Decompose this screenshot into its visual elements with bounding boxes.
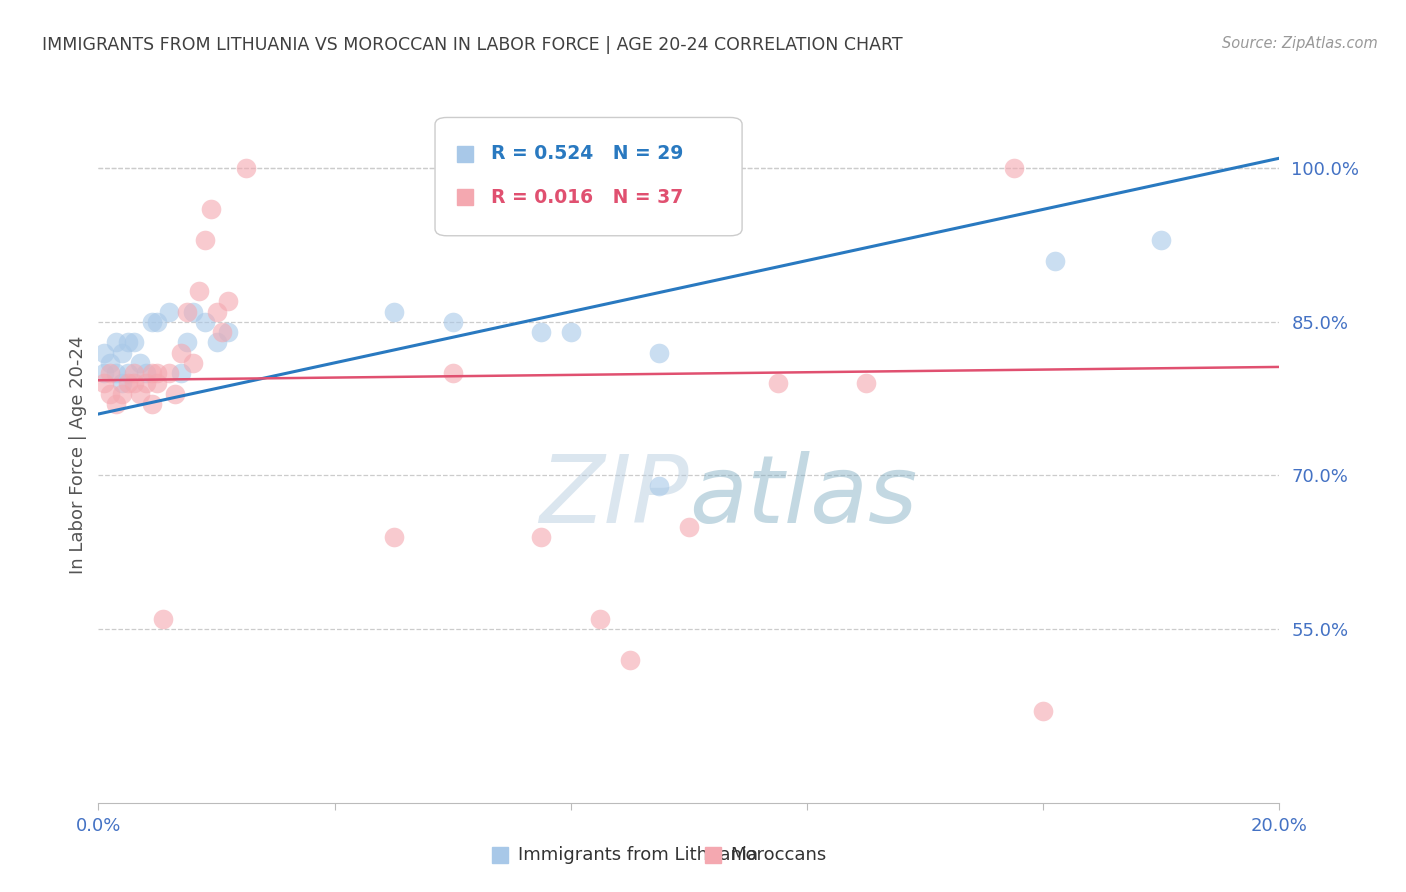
Point (176, 335, 198, 350)
Point (105, 366, 128, 380)
Point (382, 530, 405, 544)
Point (441, 366, 464, 380)
Point (678, 519, 700, 533)
Point (128, 356, 150, 370)
Text: R = 0.016   N = 37: R = 0.016 N = 37 (491, 188, 683, 207)
Point (205, 304, 228, 318)
Point (98, 386, 121, 401)
Point (382, 304, 405, 318)
Point (146, 366, 169, 380)
Point (205, 335, 228, 350)
Point (217, 325, 239, 339)
Point (170, 366, 193, 380)
Point (766, 376, 789, 391)
Point (1002, 161, 1025, 176)
Point (135, 376, 157, 391)
Point (441, 315, 464, 329)
Point (93, 366, 115, 380)
Text: Moroccans: Moroccans (730, 846, 827, 864)
FancyBboxPatch shape (434, 118, 742, 235)
Point (122, 366, 145, 380)
Point (1043, 253, 1066, 268)
Point (141, 397, 163, 411)
Point (135, 366, 157, 380)
Text: ZIP: ZIP (540, 451, 689, 542)
Point (165, 386, 187, 401)
Point (117, 366, 139, 380)
Point (122, 335, 145, 350)
Point (128, 386, 150, 401)
Point (117, 376, 139, 391)
Point (235, 161, 257, 176)
Point (122, 376, 145, 391)
Point (176, 304, 198, 318)
Point (111, 345, 134, 359)
Point (181, 356, 204, 370)
Point (157, 366, 180, 380)
Point (93, 345, 115, 359)
Text: IMMIGRANTS FROM LITHUANIA VS MOROCCAN IN LABOR FORCE | AGE 20-24 CORRELATION CHA: IMMIGRANTS FROM LITHUANIA VS MOROCCAN IN… (42, 36, 903, 54)
Point (152, 612, 174, 626)
Text: Immigrants from Lithuania: Immigrants from Lithuania (517, 846, 758, 864)
Point (530, 530, 553, 544)
Point (117, 335, 139, 350)
Point (187, 284, 209, 298)
Point (105, 397, 128, 411)
Point (648, 345, 671, 359)
Text: Source: ZipAtlas.com: Source: ZipAtlas.com (1222, 36, 1378, 51)
Point (648, 478, 671, 492)
Point (146, 376, 169, 391)
Text: atlas: atlas (689, 451, 917, 542)
Point (194, 233, 217, 247)
Point (105, 335, 128, 350)
Point (530, 325, 553, 339)
Point (181, 304, 204, 318)
Point (194, 315, 217, 329)
Point (98, 366, 121, 380)
Point (619, 652, 641, 666)
Point (146, 315, 169, 329)
Point (93, 376, 115, 391)
Point (211, 325, 233, 339)
Point (200, 202, 222, 217)
Text: R = 0.524   N = 29: R = 0.524 N = 29 (491, 145, 683, 163)
Point (1032, 704, 1054, 718)
Point (141, 315, 163, 329)
Point (98, 356, 121, 370)
Point (855, 376, 877, 391)
Point (170, 345, 193, 359)
Point (111, 386, 134, 401)
Point (141, 366, 163, 380)
Point (1150, 233, 1173, 247)
Point (157, 304, 180, 318)
Point (560, 325, 582, 339)
Y-axis label: In Labor Force | Age 20-24: In Labor Force | Age 20-24 (69, 335, 87, 574)
Point (111, 376, 134, 391)
Point (589, 612, 612, 626)
Point (217, 294, 239, 309)
